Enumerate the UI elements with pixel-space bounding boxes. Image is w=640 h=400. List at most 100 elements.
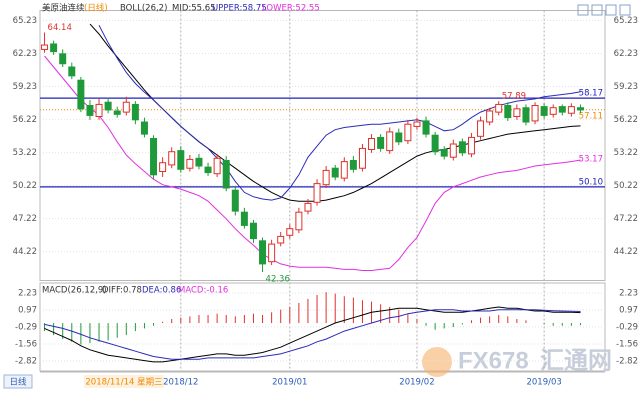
candle-body xyxy=(113,110,121,115)
candle-body xyxy=(531,105,539,122)
y-tick-label: -1.56 xyxy=(15,339,37,349)
candle-body xyxy=(95,103,103,118)
extreme-label: 42.36 xyxy=(266,275,290,285)
candle-body xyxy=(413,121,421,127)
y-tick-label: 0.97 xyxy=(619,306,638,316)
candle-body xyxy=(322,169,330,186)
diff-line xyxy=(44,306,581,363)
watermark: FX678 汇通网 xyxy=(422,347,612,377)
y-tick-label: -0.29 xyxy=(616,322,638,332)
candle-body xyxy=(549,107,557,115)
period-button[interactable] xyxy=(3,374,33,389)
candle-body xyxy=(240,211,248,226)
y-tick-label: 44.22 xyxy=(614,247,638,257)
y-tick-label: 59.23 xyxy=(13,82,37,92)
candle-body xyxy=(204,166,212,174)
icon[interactable] xyxy=(577,4,589,16)
candle-body xyxy=(540,106,548,116)
y-tick-label: 53.22 xyxy=(614,148,638,158)
candle-body xyxy=(140,121,148,135)
macd-header: MACD(26,12,9) xyxy=(42,286,107,296)
candle-body xyxy=(431,134,439,153)
candle-body xyxy=(222,160,230,189)
candle-body xyxy=(404,123,412,142)
y-tick-label: 44.22 xyxy=(13,247,37,257)
macd-header: MACD:-0.16 xyxy=(178,286,228,296)
candle-body xyxy=(513,108,521,118)
x-tick-label: 2019/01 xyxy=(272,378,307,388)
y-tick-label: 0.97 xyxy=(18,306,37,316)
period-button-label[interactable]: 日线 xyxy=(9,377,27,388)
macd-header: DIFF:0.78 xyxy=(102,286,142,296)
candle-body xyxy=(313,183,321,203)
candle-body xyxy=(213,157,221,175)
candle-body xyxy=(59,53,67,65)
x-tick-label: 2019/02 xyxy=(399,378,434,388)
icon[interactable] xyxy=(591,4,603,16)
candle-body xyxy=(422,120,430,135)
y-tick-label: -2.82 xyxy=(616,356,638,366)
y-tick-label: 65.23 xyxy=(614,16,638,26)
candle-body xyxy=(449,143,457,158)
candle-body xyxy=(277,235,285,244)
candle-body xyxy=(159,162,167,173)
candle-body xyxy=(331,167,339,178)
candle-body xyxy=(477,120,485,137)
candle-body xyxy=(195,157,203,167)
candle-body xyxy=(150,138,158,176)
y-tick-label: -2.82 xyxy=(15,356,37,366)
y-tick-label: -0.29 xyxy=(15,322,37,332)
candle-body xyxy=(386,131,394,152)
candle-body xyxy=(122,101,130,113)
toolbar-icons xyxy=(577,4,631,16)
cursor-date: 2018/11/14 星期三 xyxy=(85,378,162,388)
candle-body xyxy=(395,132,403,143)
candle-body xyxy=(259,240,267,265)
candle-body xyxy=(567,106,575,114)
candle-body xyxy=(349,160,357,170)
candle-body xyxy=(104,101,112,111)
horizontal-line-label: 58.17 xyxy=(579,89,603,99)
candle-body xyxy=(177,150,185,170)
icon[interactable] xyxy=(605,4,617,16)
extreme-label: 64.14 xyxy=(48,23,72,33)
candle-body xyxy=(558,106,566,113)
candle-body xyxy=(68,66,76,77)
candle-body xyxy=(168,151,176,166)
x-tick-label: 2018/12 xyxy=(163,378,198,388)
candle-body xyxy=(377,136,385,149)
watermark-logo xyxy=(422,347,452,377)
candle-body xyxy=(458,141,466,154)
y-tick-label: 65.23 xyxy=(13,16,37,26)
y-tick-label: -1.56 xyxy=(616,339,638,349)
boll-header: LOWER:52.55 xyxy=(262,4,320,14)
candle-body xyxy=(304,202,312,212)
watermark-text: 汇通网 xyxy=(540,347,612,374)
boll-header: BOLL(26,2) xyxy=(120,4,167,14)
y-tick-label: 56.22 xyxy=(13,115,37,125)
y-tick-label: 59.23 xyxy=(614,82,638,92)
cursor-date-box xyxy=(84,375,164,388)
candle-body xyxy=(268,243,276,263)
candle-body xyxy=(522,107,530,123)
y-tick-label: 50.22 xyxy=(13,181,37,191)
x-tick-label: 2019/03 xyxy=(526,378,561,388)
candle-body xyxy=(77,79,85,110)
price-label: 53.17 xyxy=(579,155,603,165)
y-tick-label: 50.22 xyxy=(614,181,638,191)
y-tick-label: 47.22 xyxy=(13,214,37,224)
boll-line xyxy=(44,55,581,271)
candle-body xyxy=(50,43,58,53)
y-tick-label: 53.22 xyxy=(13,148,37,158)
candle-body xyxy=(440,149,448,157)
candle-body xyxy=(231,189,239,212)
chart-title: 美原油连续 xyxy=(42,3,85,14)
candle-body xyxy=(467,136,475,155)
icon[interactable] xyxy=(619,4,631,16)
candle-body xyxy=(340,161,348,179)
candle-body xyxy=(295,211,303,231)
dea-line xyxy=(44,309,581,360)
y-tick-label: 2.23 xyxy=(619,289,638,299)
candle-body xyxy=(368,138,376,151)
